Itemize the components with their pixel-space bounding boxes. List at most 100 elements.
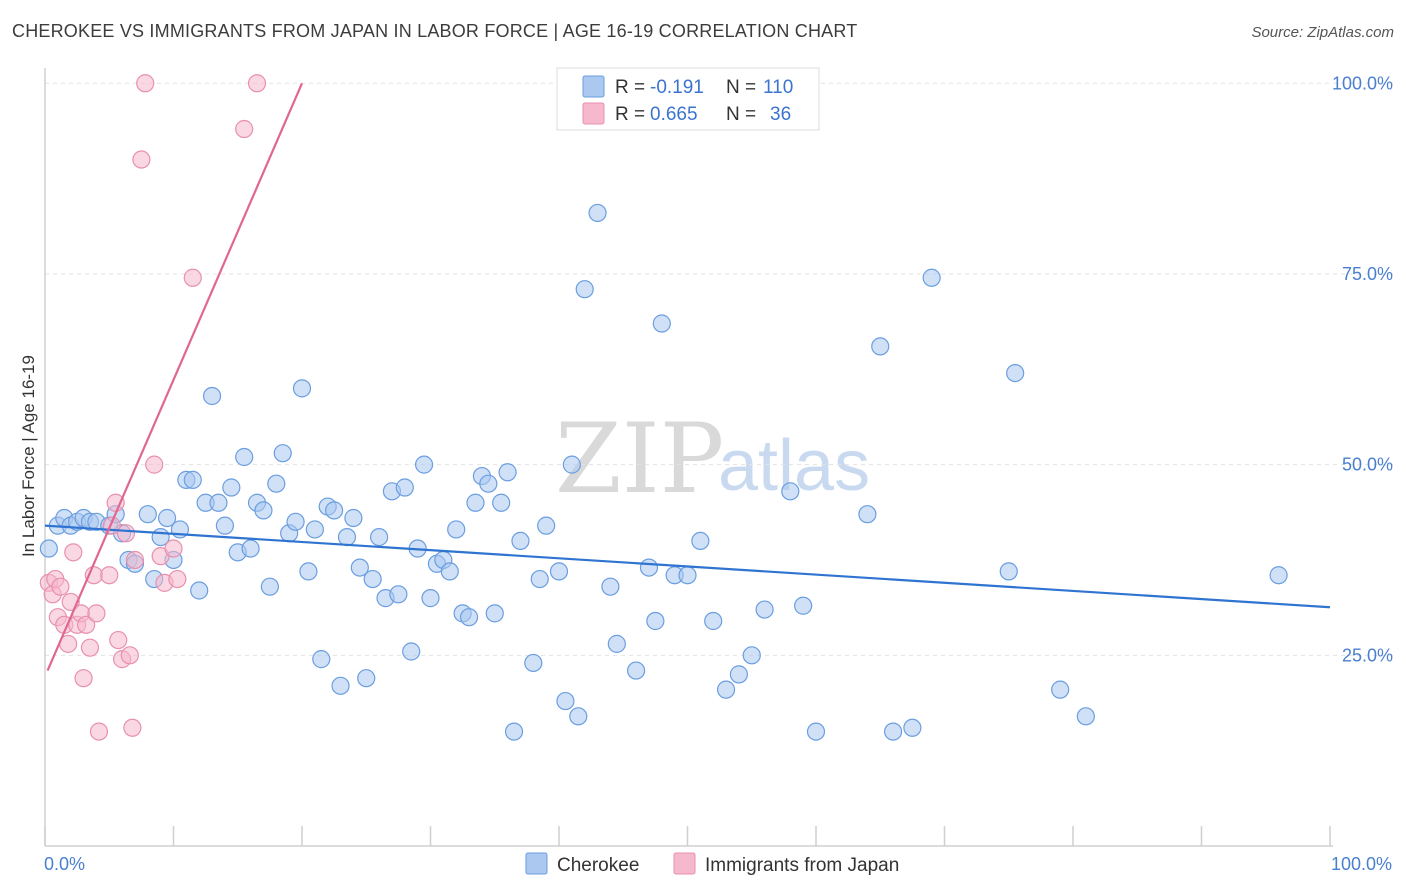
cherokee-point	[678, 566, 697, 585]
japan-point	[89, 722, 109, 741]
japan-point	[145, 455, 164, 474]
cherokee-point	[402, 642, 421, 661]
cherokee-point	[331, 676, 350, 695]
cherokee-point	[575, 280, 594, 299]
cherokee-point	[794, 596, 813, 615]
cherokee-point	[781, 482, 800, 501]
cherokee-point	[447, 520, 466, 539]
legend-bottom: Cherokee Immigrants from Japan	[525, 852, 899, 876]
cherokee-point	[209, 493, 228, 512]
cherokee-point	[492, 493, 511, 512]
cherokee-point	[260, 577, 279, 596]
japan-point	[132, 150, 151, 169]
cherokee-point	[646, 611, 665, 631]
japan-point	[51, 577, 70, 596]
cherokee-point	[903, 718, 922, 737]
cherokee-point	[395, 478, 414, 497]
cherokee-point	[871, 337, 890, 356]
cherokee-point	[716, 680, 736, 699]
chart-title: CHEROKEE VS IMMIGRANTS FROM JAPAN IN LAB…	[12, 21, 858, 41]
japan-point	[100, 566, 119, 585]
japan-point	[123, 718, 142, 737]
cherokee-point	[389, 585, 408, 604]
y-tick-label: 100.0%	[1332, 73, 1393, 93]
cherokee-point	[569, 707, 588, 726]
cherokee-point	[511, 531, 530, 551]
cherokee-point	[440, 562, 459, 581]
cherokee-point	[305, 520, 324, 539]
cherokee-point	[504, 722, 524, 741]
cherokee-trend-line	[44, 524, 1331, 609]
axes	[44, 68, 1333, 847]
japan-point	[164, 539, 183, 558]
legend-n-label-2: N =	[726, 104, 756, 125]
cherokee-point	[202, 386, 222, 406]
cherokee-point	[1269, 566, 1288, 585]
cherokee-point	[524, 653, 543, 673]
legend-top: R = -0.191 N = 110 R = 0.665 N = 36	[556, 67, 820, 131]
x-tick-label-max: 100.0%	[1331, 854, 1392, 874]
cherokee-point	[537, 516, 556, 535]
legend-r-label-2: R =	[615, 104, 645, 125]
japan-point	[183, 268, 202, 287]
cherokee-point	[806, 722, 826, 741]
y-tick-label: 75.0%	[1342, 264, 1393, 284]
cherokee-point	[588, 203, 607, 223]
cherokee-point	[138, 505, 157, 524]
japan-point	[136, 74, 155, 93]
japan-point	[77, 615, 96, 634]
cherokee-point	[241, 539, 260, 558]
legend-n-value-1: 110	[763, 77, 793, 98]
cherokee-point	[601, 577, 620, 596]
cherokee-point	[755, 600, 774, 619]
legend-r-value-2: 0.665	[650, 104, 698, 125]
cherokee-point	[607, 634, 626, 653]
x-tick-label-min: 0.0%	[44, 854, 85, 874]
legend-swatch-japan	[582, 102, 605, 125]
japan-point	[168, 569, 187, 589]
cherokee-point	[337, 527, 357, 547]
cherokee-point	[652, 314, 671, 333]
cherokee-point	[312, 650, 331, 669]
cherokee-point	[549, 562, 569, 581]
japan-point	[247, 74, 267, 93]
japan-trend-line	[46, 82, 304, 672]
chart-source: Source: ZipAtlas.com	[1251, 24, 1394, 41]
cherokee-point	[691, 531, 710, 551]
cherokee-point	[999, 562, 1018, 581]
legend-bottom-japan: Immigrants from Japan	[705, 855, 899, 876]
cherokee-point	[350, 558, 369, 577]
japan-point	[125, 550, 145, 570]
cherokee-point	[363, 569, 382, 589]
japan-point	[87, 604, 106, 623]
cherokee-point	[215, 516, 234, 535]
legend-bottom-cherokee: Cherokee	[557, 855, 639, 876]
cherokee-point	[157, 508, 177, 528]
cherokee-point	[190, 581, 209, 600]
cherokee-point	[254, 501, 273, 520]
japan-points	[39, 74, 267, 741]
cherokee-point	[1006, 363, 1025, 383]
cherokee-point	[729, 665, 749, 684]
cherokee-point	[286, 512, 305, 531]
cherokee-point	[325, 501, 344, 520]
japan-point	[80, 638, 100, 657]
legend-bottom-swatch-japan	[673, 852, 696, 875]
cherokee-point	[704, 611, 723, 631]
legend-bottom-swatch-cherokee	[525, 852, 548, 875]
japan-point	[106, 493, 125, 512]
japan-point	[120, 646, 139, 665]
cherokee-point	[183, 470, 202, 489]
cherokee-point	[479, 474, 498, 493]
cherokee-point	[273, 444, 292, 463]
cherokee-point	[626, 661, 646, 680]
watermark-zip: ZIP	[555, 403, 724, 515]
cherokee-point	[459, 608, 479, 627]
x-ticks	[44, 826, 1331, 846]
cherokee-point	[1076, 707, 1095, 726]
japan-point	[116, 524, 136, 543]
cherokee-point	[235, 447, 254, 467]
legend-n-value-2: 36	[770, 104, 791, 125]
cherokee-point	[39, 539, 58, 558]
cherokee-point	[344, 508, 363, 528]
